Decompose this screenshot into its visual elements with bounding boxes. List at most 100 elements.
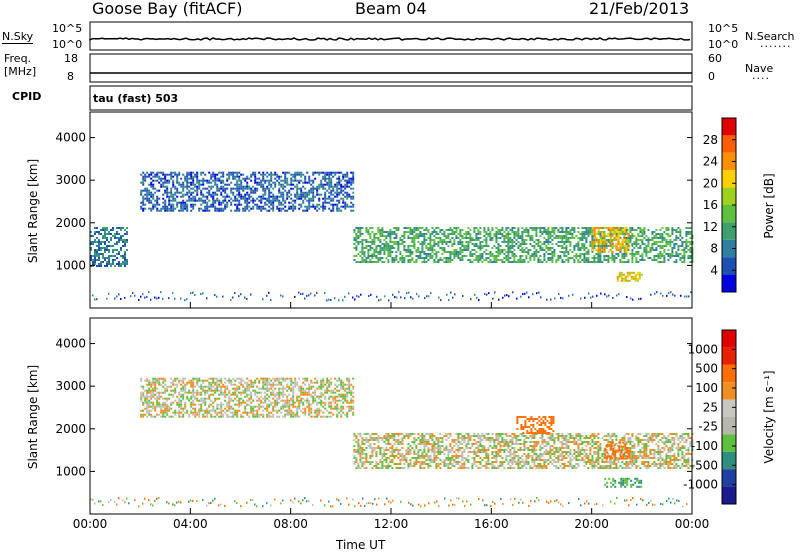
velocity-cell <box>393 439 396 441</box>
velocity-cell <box>355 451 358 453</box>
velocity-cell <box>377 445 380 447</box>
power_db-cell <box>118 253 120 255</box>
power_db-cell <box>415 229 418 231</box>
power_db-cell <box>630 271 633 274</box>
power_db-cell <box>597 249 600 251</box>
velocity-cell <box>248 403 251 406</box>
power_db-cell <box>521 247 524 249</box>
power_db-cell <box>340 187 343 190</box>
power_db-cell <box>509 233 512 235</box>
power_db-cell <box>182 187 185 190</box>
power_db-cell <box>246 203 249 206</box>
power_db-noise-cell <box>430 292 432 295</box>
noise-search-dots: ······· <box>760 40 792 53</box>
power_db-noise-cell <box>428 295 430 298</box>
power_db-cell <box>292 175 295 178</box>
power_db-cell <box>210 195 213 198</box>
velocity-cell <box>174 409 177 412</box>
power_db-cell <box>352 181 355 184</box>
power_db-cell <box>286 177 289 180</box>
power_db-cell <box>451 229 454 231</box>
power_db-noise-cell <box>202 292 204 295</box>
velocity-cell <box>152 401 155 404</box>
velocity-cell <box>381 453 384 455</box>
velocity-cell <box>198 399 201 402</box>
power_db-cell <box>633 253 636 255</box>
velocity-cell <box>292 393 295 396</box>
power_db-cell <box>505 245 508 247</box>
power_db-cell <box>100 253 102 255</box>
power_db-cell <box>585 261 588 263</box>
power_db-cell <box>371 227 374 229</box>
power_db-cell <box>371 231 374 233</box>
velocity-cell <box>409 461 412 463</box>
power_db-cell <box>645 247 648 249</box>
velocity-cell <box>419 439 422 441</box>
power_db-cell <box>367 231 370 233</box>
power_db-cell <box>467 259 470 261</box>
power_db-cell <box>599 239 602 241</box>
power_db-cell <box>649 249 652 251</box>
velocity-cell <box>184 387 187 390</box>
power_db-cell <box>252 185 255 188</box>
power_db-cell <box>640 273 643 276</box>
power_db-cell <box>593 241 596 243</box>
velocity-cell <box>146 403 149 406</box>
power_db-cell <box>627 249 630 251</box>
power_db-cell <box>525 235 528 237</box>
power_db-cell <box>461 237 464 239</box>
power_db-cell <box>152 195 155 198</box>
velocity-cell <box>363 453 366 455</box>
velocity-cell <box>363 443 366 445</box>
power_db-cell <box>569 257 572 259</box>
velocity-cell <box>415 445 418 447</box>
power_db-cell <box>142 201 145 204</box>
velocity-cell <box>270 383 273 386</box>
velocity-cell <box>184 383 187 386</box>
power_db-cell <box>453 255 456 257</box>
velocity-cell <box>158 377 161 380</box>
power_db-cell <box>655 243 658 245</box>
power_db-cell <box>250 199 253 202</box>
velocity-cell <box>238 403 241 406</box>
power_db-cell <box>467 231 470 233</box>
power_db-cell <box>344 203 347 206</box>
power_db-cell <box>369 249 372 251</box>
velocity-cell <box>260 405 263 408</box>
power_db-cell <box>276 199 279 202</box>
power_db-cell <box>322 177 325 180</box>
power_db-cell <box>437 227 440 229</box>
velocity-cell <box>391 461 394 463</box>
power_db-cell <box>222 199 225 202</box>
power_db-cell <box>613 233 616 235</box>
velocity-cell <box>318 385 321 388</box>
power_db-cell <box>234 183 237 186</box>
power_db-cell <box>160 185 163 188</box>
power_db-cell <box>369 261 372 263</box>
power_db-cell <box>320 185 323 188</box>
velocity-cell <box>304 377 307 380</box>
velocity-cell <box>326 385 329 388</box>
velocity-cell <box>344 393 347 396</box>
power_db-cell <box>437 243 440 245</box>
power_db-noise-cell <box>536 292 538 295</box>
power_db-cell <box>467 233 470 235</box>
power_db-cell <box>601 231 604 233</box>
power_db-cell <box>561 227 564 229</box>
velocity-cell <box>160 409 163 412</box>
power_db-cell <box>182 193 185 196</box>
power_db-cell <box>290 193 293 196</box>
power_db-cell <box>98 231 100 233</box>
power_db-cell <box>499 229 502 231</box>
power_db-cell <box>268 193 271 196</box>
power_db-cell <box>517 233 520 235</box>
velocity-cell <box>282 387 285 390</box>
velocity-cell <box>381 439 384 441</box>
velocity-cell <box>371 439 374 441</box>
power_db-cell <box>102 227 104 229</box>
power_db-cell <box>527 229 530 231</box>
velocity-cell <box>224 391 227 394</box>
cpid-label: CPID <box>12 90 42 103</box>
power_db-cell <box>605 245 608 247</box>
power_db-cell <box>579 239 582 241</box>
